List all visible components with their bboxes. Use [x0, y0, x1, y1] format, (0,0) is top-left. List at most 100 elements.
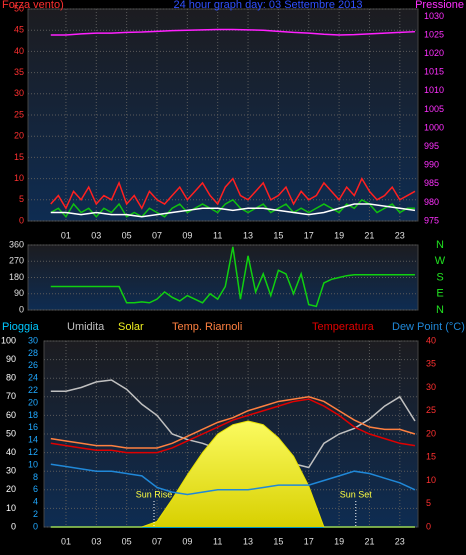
y-tick-label: 180	[9, 272, 24, 282]
y-tick-label: 30	[28, 335, 38, 345]
x-tick-label: 05	[122, 230, 132, 240]
y-tick-label: 1010	[424, 85, 444, 95]
x-tick-label: 11	[213, 536, 222, 546]
series-line	[50, 463, 416, 496]
y-axis-label: Forza vento)	[2, 0, 64, 11]
y-tick-label: W	[435, 255, 446, 267]
legend-label: Umidita	[67, 321, 105, 333]
y-tick-label: 1000	[424, 122, 444, 132]
x-tick-label: 13	[243, 536, 253, 546]
series-line	[50, 246, 415, 308]
x-tick-label: 23	[395, 230, 405, 240]
y-tick-label: 4	[33, 497, 38, 507]
y-tick-label: 360	[9, 239, 24, 249]
y2-axis-label: Pressione	[415, 0, 464, 11]
y-tick-label: 12	[28, 447, 38, 457]
x-tick-label: 23	[395, 536, 405, 546]
x-tick-label: 03	[91, 230, 101, 240]
y-tick-label: 1005	[424, 104, 444, 114]
y-tick-label: 2	[33, 509, 38, 519]
y-tick-label: 24	[28, 373, 38, 383]
y-tick-label: 70	[6, 391, 16, 401]
y-tick-label: 995	[424, 141, 439, 151]
legend-label: Temperatura	[312, 321, 375, 333]
y-tick-label: 6	[33, 484, 38, 494]
x-tick-label: 03	[91, 536, 101, 546]
x-tick-label: 19	[334, 536, 344, 546]
y-tick-label: 10	[14, 173, 24, 183]
x-tick-label: 05	[122, 536, 132, 546]
y-tick-label: 20	[14, 131, 24, 141]
y-tick-label: 26	[28, 360, 38, 370]
y-tick-label: 5	[19, 194, 24, 204]
x-tick-label: 11	[213, 230, 222, 240]
x-tick-label: 15	[273, 536, 283, 546]
series-line	[50, 176, 416, 210]
legend-label: Temp. Riarnoli	[172, 321, 242, 333]
x-tick-label: 15	[273, 230, 283, 240]
y-tick-label: 8	[33, 472, 38, 482]
y-tick-label: 22	[28, 385, 38, 395]
series-line	[50, 396, 416, 449]
x-tick-label: 09	[182, 536, 192, 546]
x-tick-label: 21	[364, 536, 374, 546]
y-tick-label: 10	[6, 503, 16, 513]
y-tick-label: 0	[33, 521, 38, 531]
y-tick-label: 20	[6, 484, 16, 494]
y-tick-label: 60	[6, 410, 16, 420]
y-tick-label: 25	[426, 405, 436, 415]
series-line	[50, 420, 415, 528]
y-tick-label: 1020	[424, 48, 444, 58]
x-tick-label: 13	[243, 230, 253, 240]
legend-label: Dew Point (°C)	[392, 321, 465, 333]
y-tick-label: 35	[14, 67, 24, 77]
x-tick-label: 21	[364, 230, 374, 240]
annotation: Sun Rise	[136, 489, 173, 499]
y-tick-label: 25	[14, 109, 24, 119]
y-tick-label: 980	[424, 197, 439, 207]
y-tick-label: 100	[1, 335, 16, 345]
y-tick-label: 1015	[424, 67, 444, 77]
y-tick-label: 0	[19, 304, 24, 314]
y-tick-label: N	[436, 304, 444, 316]
y-tick-label: S	[436, 271, 443, 283]
y-tick-label: 0	[426, 521, 431, 531]
series-line	[50, 28, 416, 36]
y-tick-label: 18	[28, 410, 38, 420]
x-tick-label: 17	[304, 230, 314, 240]
y-tick-label: 10	[426, 475, 436, 485]
y-tick-label: 90	[6, 354, 16, 364]
y-tick-label: 30	[6, 466, 16, 476]
y-tick-label: 50	[6, 428, 16, 438]
y-tick-label: N	[436, 239, 444, 251]
y-tick-label: E	[436, 288, 443, 300]
y-tick-label: 15	[426, 452, 436, 462]
series-line	[50, 398, 416, 454]
y-tick-label: 30	[14, 88, 24, 98]
series-line	[50, 203, 416, 218]
chart-title: 24 hour graph day: 03 Settembre 2013	[174, 0, 363, 11]
y-tick-label: 35	[426, 359, 436, 369]
y-tick-label: 28	[28, 348, 38, 358]
x-tick-label: 19	[334, 230, 344, 240]
y-tick-label: 20	[28, 397, 38, 407]
y-tick-label: 975	[424, 215, 439, 225]
y-tick-label: 270	[9, 256, 24, 266]
y-tick-label: 10	[28, 459, 38, 469]
annotation: Sun Set	[340, 489, 373, 499]
x-tick-label: 01	[61, 230, 71, 240]
x-tick-label: 01	[61, 536, 71, 546]
x-tick-label: 07	[152, 230, 162, 240]
legend-label: Pioggia	[2, 321, 40, 333]
y-tick-label: 90	[14, 288, 24, 298]
y-tick-label: 80	[6, 373, 16, 383]
y-tick-label: 40	[426, 335, 436, 345]
x-tick-label: 09	[182, 230, 192, 240]
y-tick-label: 14	[28, 435, 38, 445]
x-tick-label: 07	[152, 536, 162, 546]
y-tick-label: 1025	[424, 29, 444, 39]
y-tick-label: 16	[28, 422, 38, 432]
y-tick-label: 20	[426, 428, 436, 438]
y-tick-label: 40	[14, 46, 24, 56]
